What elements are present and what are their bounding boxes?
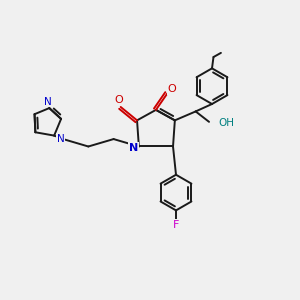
- Text: N: N: [129, 143, 138, 153]
- Text: O: O: [167, 84, 176, 94]
- Text: O: O: [115, 95, 124, 105]
- Text: F: F: [173, 220, 179, 230]
- Text: N: N: [44, 97, 52, 106]
- Text: N: N: [57, 134, 64, 144]
- Text: OH: OH: [218, 118, 234, 128]
